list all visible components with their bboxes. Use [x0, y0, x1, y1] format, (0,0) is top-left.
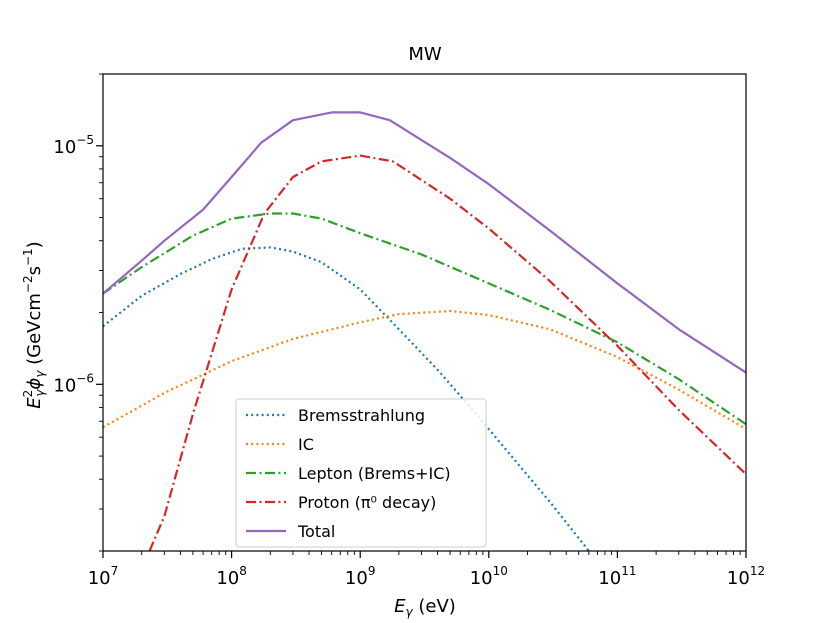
legend-label-3: Proton (π⁰ decay) — [298, 493, 436, 512]
series-line-0 — [103, 246, 591, 551]
legend-label-1: IC — [298, 435, 314, 454]
series-line-2 — [103, 212, 746, 426]
legend-label-2: Lepton (Brems+IC) — [298, 464, 451, 483]
series-line-1 — [103, 309, 746, 430]
legend-label-4: Total — [297, 522, 335, 541]
x-tick-label: 1010 — [470, 564, 508, 589]
x-tick-label: 109 — [345, 564, 376, 589]
series-line-3 — [148, 154, 746, 551]
legend-box — [235, 398, 487, 548]
x-tick-label: 108 — [216, 564, 247, 589]
x-tick-label: 1011 — [598, 564, 636, 589]
legend-label-0: Bremsstrahlung — [298, 406, 425, 425]
y-axis-label: E2γϕγ (GeVcm−2s−1) — [21, 241, 47, 408]
y-tick-label: 10−6 — [53, 371, 94, 396]
x-tick-label: 107 — [88, 564, 119, 589]
x-tick-label: 1012 — [727, 564, 765, 589]
chart-title: MW — [408, 44, 442, 65]
series-line-4 — [103, 111, 746, 374]
x-axis-label: Eγ (eV) — [394, 596, 456, 619]
y-tick-label: 10−5 — [53, 133, 94, 158]
legend: Bremsstrahlung IC Lepton (Brems+IC) Proton … — [235, 398, 487, 548]
